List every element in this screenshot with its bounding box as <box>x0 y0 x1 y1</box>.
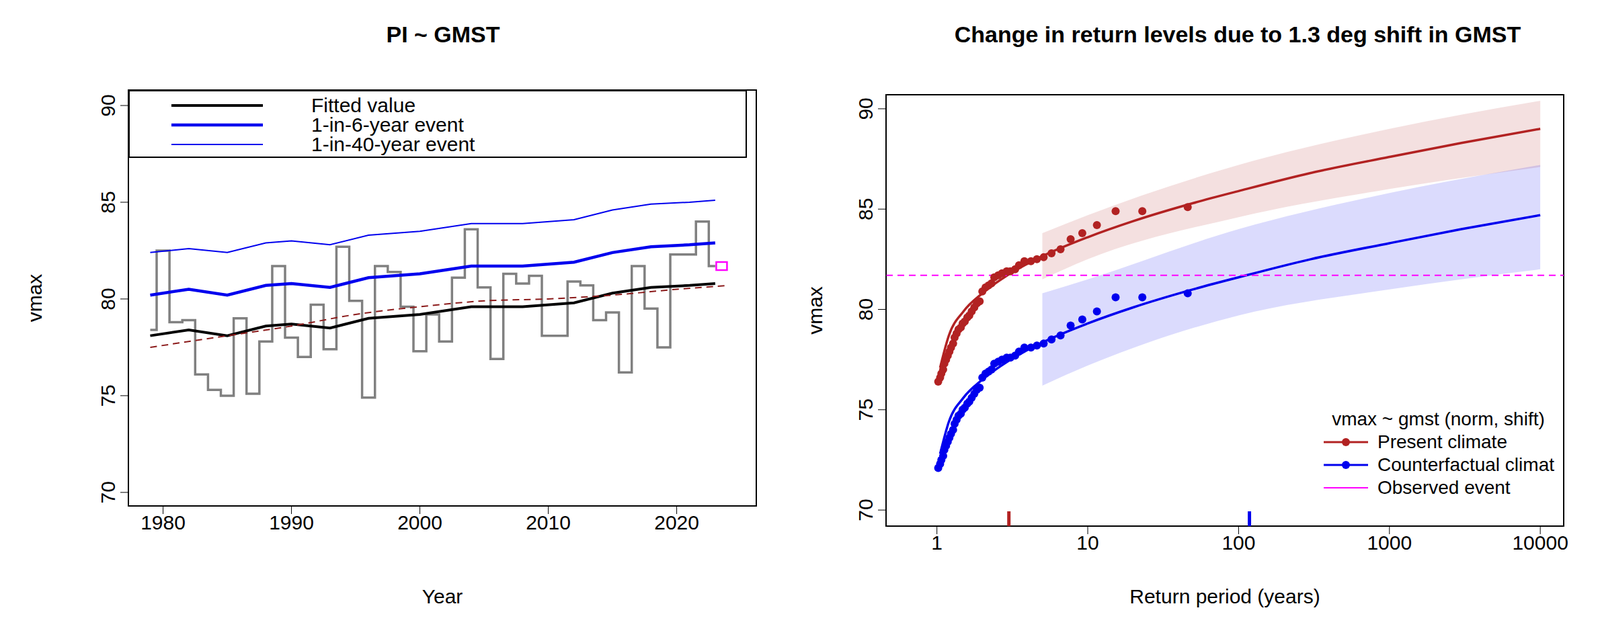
html-text:1-in-6-year event: 1-in-6-year event <box>311 113 464 136</box>
svg-text:10000: 10000 <box>1511 531 1568 554</box>
svg-text:1980: 1980 <box>140 511 186 534</box>
svg-text:Year: Year <box>422 585 464 608</box>
svg-text:1000: 1000 <box>1366 531 1412 554</box>
svg-text:75: 75 <box>96 384 119 407</box>
svg-text:vmax: vmax <box>805 286 827 335</box>
svg-text:2010: 2010 <box>525 511 571 534</box>
html-text:Present climate: Present climate <box>1377 431 1508 453</box>
html-text:Observed event: Observed event <box>1377 477 1511 499</box>
svg-text:vmax: vmax <box>23 274 46 323</box>
svg-text:2000: 2000 <box>397 511 443 534</box>
svg-text:70: 70 <box>854 498 877 522</box>
svg-text:1990: 1990 <box>268 511 314 534</box>
svg-text:80: 80 <box>854 298 877 321</box>
html-text:Change in return levels due to: Change in return levels due to 1.3 deg s… <box>954 21 1521 48</box>
html-text:PI ~ GMST: PI ~ GMST <box>386 21 500 48</box>
svg-text:70: 70 <box>96 481 119 504</box>
html-text:vmax ~ gmst (norm, shift): vmax ~ gmst (norm, shift) <box>1331 408 1545 430</box>
html-text:Counterfactual climat: Counterfactual climat <box>1377 454 1555 476</box>
svg-text:80: 80 <box>96 287 119 310</box>
html-text:Fitted value: Fitted value <box>311 94 416 117</box>
svg-text:Return period (years): Return period (years) <box>1129 585 1320 608</box>
svg-text:85: 85 <box>854 198 877 221</box>
svg-text:85: 85 <box>96 190 119 214</box>
svg-text:90: 90 <box>854 97 877 120</box>
html-text:1-in-40-year event: 1-in-40-year event <box>311 133 475 156</box>
svg-text:1: 1 <box>931 531 943 554</box>
svg-text:90: 90 <box>96 94 119 117</box>
svg-text:75: 75 <box>854 398 877 421</box>
svg-text:100: 100 <box>1221 531 1256 554</box>
svg-text:2020: 2020 <box>654 511 700 534</box>
svg-text:10: 10 <box>1076 531 1099 554</box>
